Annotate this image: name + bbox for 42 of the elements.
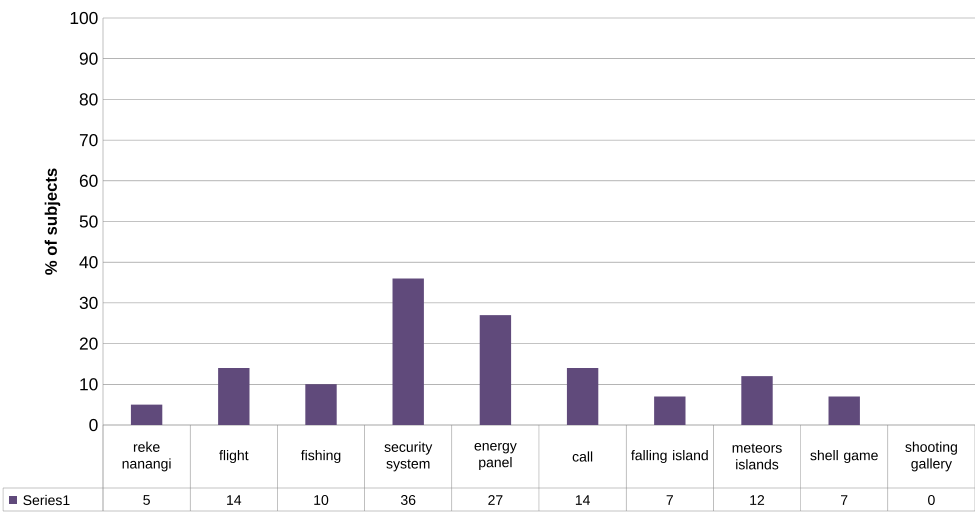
bar — [130, 404, 162, 425]
x-tick-label: falling island — [631, 450, 708, 464]
legend-label: Series1 — [23, 494, 70, 506]
x-tick-label: shooting gallery — [905, 442, 957, 472]
data-label: 27 — [488, 495, 502, 505]
bar — [480, 315, 512, 425]
y-tick-label: 30 — [80, 296, 98, 310]
data-label: 7 — [666, 495, 673, 505]
x-tick-label: fishing — [300, 450, 340, 464]
x-tick-label: meteors islands — [732, 444, 782, 470]
y-tick-label: 70 — [80, 134, 98, 146]
data-label: 12 — [750, 495, 764, 505]
y-tick-label: 0 — [89, 418, 98, 432]
data-label: 7 — [841, 495, 848, 505]
y-tick-label: 100 — [70, 12, 98, 24]
bar — [828, 396, 860, 425]
x-tick-label: flight — [219, 450, 248, 464]
y-tick-label: 90 — [80, 52, 98, 65]
data-label: 5 — [143, 495, 150, 505]
bar — [741, 376, 773, 425]
x-tick-label: security system — [384, 442, 432, 472]
bar — [392, 278, 424, 425]
y-tick-label: 40 — [79, 256, 98, 268]
bar — [305, 384, 337, 425]
bar — [218, 368, 250, 425]
data-label: 0 — [928, 495, 935, 505]
x-tick-label: reke nanangi — [122, 442, 171, 472]
data-label: 10 — [314, 495, 328, 505]
data-label: 14 — [576, 495, 590, 505]
y-tick-label: 60 — [80, 174, 98, 187]
data-label: 14 — [227, 495, 242, 505]
y-axis-title: % of subjects — [44, 168, 60, 275]
y-tick-label: 80 — [80, 93, 98, 106]
y-tick-label: 10 — [80, 378, 98, 390]
x-tick-label: energy panel — [474, 442, 517, 470]
bar — [654, 396, 686, 425]
x-tick-label: call — [572, 451, 592, 462]
data-label: 36 — [400, 495, 416, 505]
y-tick-label: 50 — [80, 215, 98, 228]
bar — [566, 368, 598, 425]
y-tick-label: 20 — [80, 337, 98, 350]
x-tick-label: shell game — [810, 450, 878, 464]
